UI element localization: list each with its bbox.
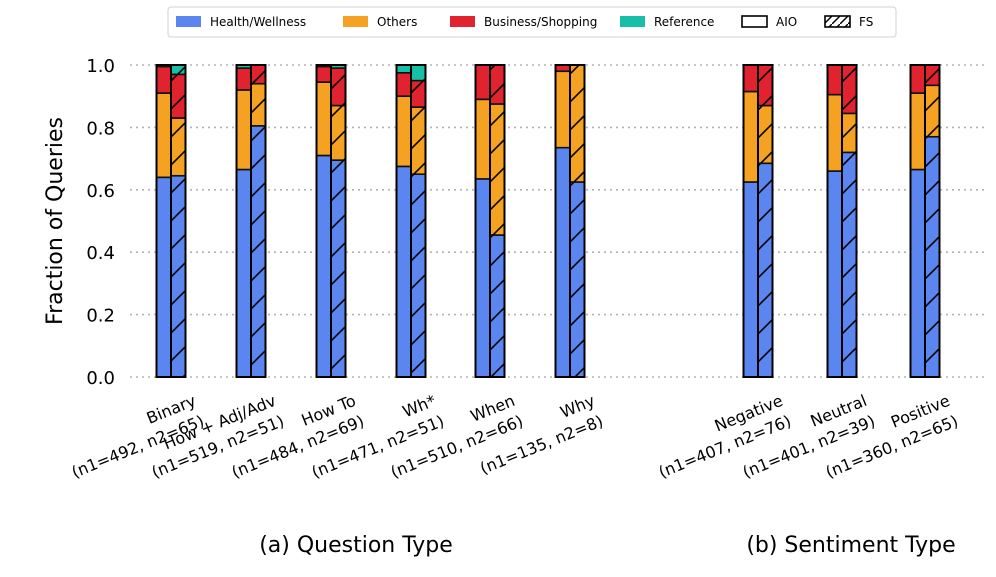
fs-hatch-overlay [758,105,773,164]
y-axis-title: Fraction of Queries [43,117,68,325]
fs-hatch-overlay [411,107,426,175]
y-tick-label: 1.0 [86,56,115,77]
fs-hatch-overlay [570,182,585,377]
fs-hatch-overlay [758,163,773,377]
fs-hatch-overlay [171,65,186,75]
y-axis-ticks: 0.0 0.2 0.4 0.6 0.8 1.0 [86,56,115,389]
fs-hatch-overlay [842,65,857,114]
aio-health-segment [235,168,252,378]
fs-bar-outline [250,64,267,378]
aio-business-segment [742,64,759,93]
aio-business-segment [909,64,926,94]
aio-others-segment [235,89,252,171]
fs-bar-outline [841,64,858,378]
fs-bar-outline [489,64,506,378]
caption-sentiment-type: (b) Sentiment Type [746,533,955,558]
fs-hatch-overlay [251,125,266,377]
fs-hatch-overlay [925,136,940,377]
aio-health-segment [315,154,332,378]
aio-business-segment [826,64,843,96]
aio-reference-segment [395,64,412,74]
fs-hatch-overlay [925,65,940,86]
fs-hatch-overlay [331,105,346,161]
fs-hatch-overlay [490,235,505,377]
fs-hatch-overlay [171,118,186,176]
legend-label: Others [377,15,417,29]
legend-swatch [343,16,368,27]
aio-health-segment [155,176,172,378]
fs-hatch-overlay [251,83,266,126]
legend-label: Health/Wellness [210,15,306,29]
fs-bar-outline [757,64,774,378]
legend-label: Reference [654,15,714,29]
fs-bar-outline [170,64,187,378]
legend: Health/Wellness Others Business/Shopping Re… [167,6,897,38]
y-tick-label: 0.8 [86,118,115,139]
legend-hatch [825,16,850,27]
legend-label: Business/Shopping [484,15,597,29]
fs-hatch-overlay [490,65,505,104]
fs-bar-outline [410,64,427,378]
legend-swatch-plain [741,15,768,28]
fs-hatch-overlay [570,65,585,182]
aio-business-segment [474,64,491,101]
y-tick-label: 0.4 [86,243,115,264]
fs-hatch-overlay [411,65,426,81]
legend-items: Health/Wellness Others Business/Shopping Re… [176,15,873,29]
legend-swatch [176,16,201,27]
aio-others-segment [909,92,926,171]
legend-label: AIO [776,15,797,29]
bars [155,64,941,378]
y-tick-label: 0.2 [86,306,115,327]
aio-business-segment [395,72,412,98]
aio-others-segment [395,95,412,168]
aio-others-segment [742,90,759,183]
aio-others-segment [155,92,172,179]
aio-others-segment [554,70,571,149]
category-label-counts: (n1=484, n2=69) [229,411,367,481]
fs-hatch-overlay [758,65,773,106]
aio-business-segment [235,67,252,91]
fs-hatch-overlay [171,74,186,119]
fs-hatch-overlay [842,113,857,153]
fs-hatch-overlay [411,80,426,108]
category-label-counts: (n1=510, n2=66) [388,411,526,481]
fs-hatch-overlay [331,68,346,106]
fs-bar-outline [924,64,941,378]
aio-others-segment [826,93,843,172]
fs-hatch-overlay [411,174,426,377]
aio-health-segment [395,165,412,378]
aio-health-segment [826,170,843,378]
fs-hatch-overlay [842,152,857,377]
aio-health-segment [909,168,926,378]
legend-label: FS [859,15,873,29]
aio-health-segment [474,178,491,378]
fs-hatch-overlay [331,160,346,377]
aio-business-segment [155,65,172,94]
caption-question-type: (a) Question Type [259,533,453,558]
aio-business-segment [315,65,332,83]
legend-swatch [620,16,645,27]
legend-swatch [450,16,475,27]
aio-health-segment [742,181,759,378]
aio-others-segment [315,81,332,157]
fs-bar-outline [330,64,347,378]
category-label-counts: (n1=471, n2=51) [309,411,447,481]
category-labels: Binary(n1=492, n2=65)How + Adj/Adv(n1=51… [69,391,961,482]
y-tick-label: 0.6 [86,181,115,202]
aio-health-segment [554,146,571,378]
fs-hatch-overlay [251,65,266,84]
aio-others-segment [474,98,491,180]
fs-hatch-overlay [490,104,505,236]
fs-hatch-overlay [171,175,186,377]
y-tick-label: 0.0 [86,368,115,389]
fs-bar-outline [569,64,586,378]
fs-hatch-overlay [925,85,940,137]
legend-frame [167,6,897,38]
category-label-counts: (n1=492, n2=65) [69,411,207,481]
fs-hatch-overlay [331,65,346,69]
